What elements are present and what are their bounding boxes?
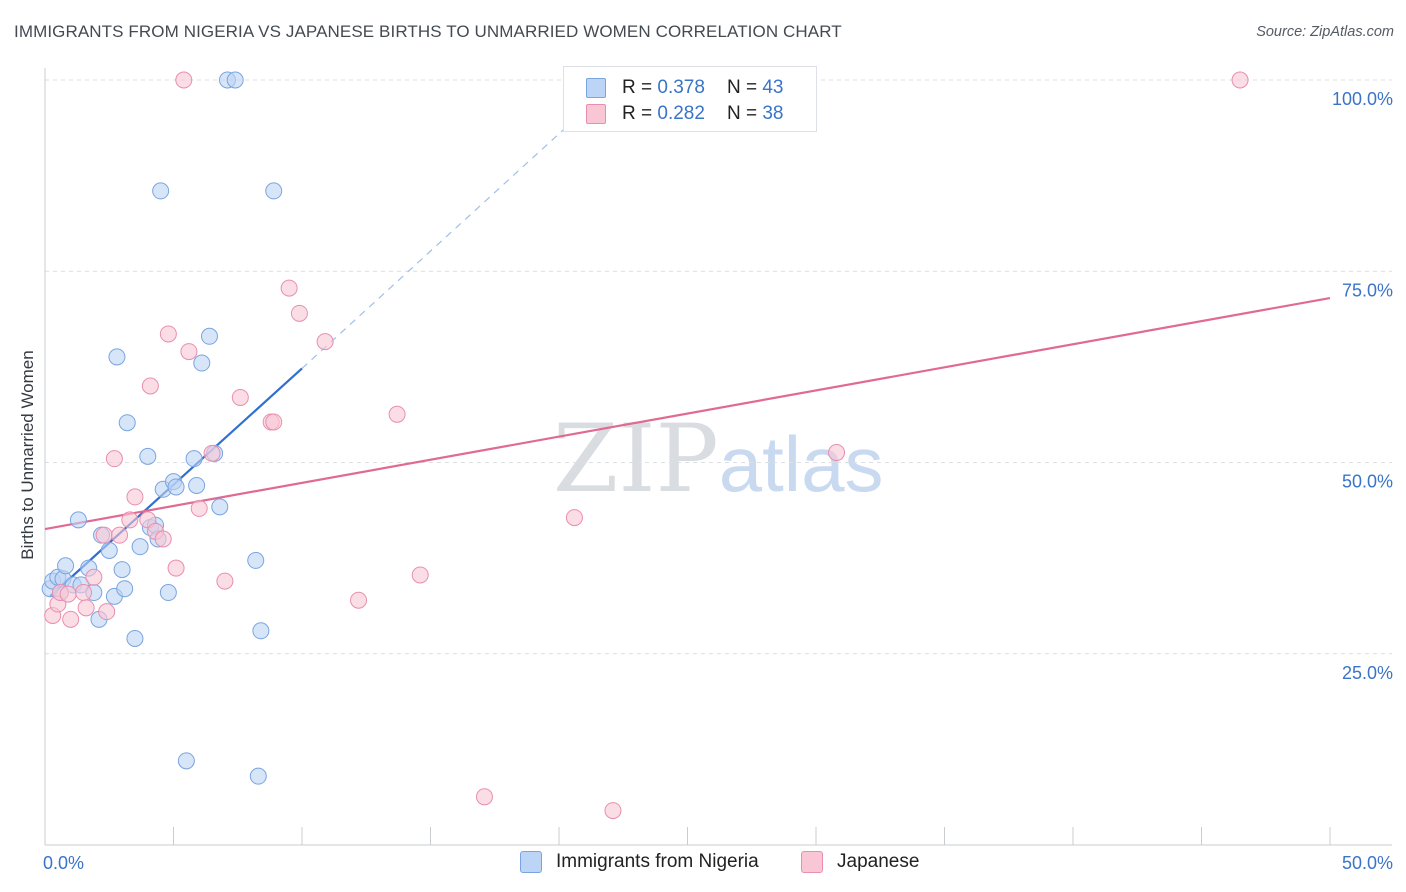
point-japanese	[121, 511, 139, 529]
legend-r-label: R =	[622, 103, 653, 124]
chart-title: IMMIGRANTS FROM NIGERIA VS JAPANESE BIRT…	[14, 22, 842, 41]
point-japanese	[265, 413, 283, 431]
point-japanese	[604, 802, 622, 820]
point-nigeria	[69, 511, 87, 529]
point-nigeria	[139, 447, 157, 465]
point-nigeria	[177, 752, 195, 770]
correlation-legend: R = 0.378 N = 43 R = 0.282 N = 38	[563, 66, 817, 132]
point-nigeria	[118, 414, 136, 432]
trend-line-japanese	[44, 296, 1331, 531]
y-axis-label: Births to Unmarried Women	[18, 350, 37, 560]
point-japanese	[203, 444, 221, 462]
point-japanese	[75, 584, 93, 602]
legend-r-value: 0.282	[657, 103, 705, 124]
point-japanese	[411, 566, 429, 584]
point-japanese	[1231, 71, 1249, 89]
point-nigeria	[57, 557, 75, 575]
point-japanese	[62, 610, 80, 628]
point-nigeria	[200, 327, 218, 345]
x-tick-label: 0.0%	[43, 853, 84, 873]
point-nigeria	[126, 629, 144, 647]
point-nigeria	[131, 538, 149, 556]
point-japanese	[216, 572, 234, 590]
point-nigeria	[159, 584, 177, 602]
legend-row-japanese: R = 0.282 N = 38	[586, 101, 783, 127]
point-nigeria	[247, 551, 265, 569]
point-japanese	[475, 788, 493, 806]
point-japanese	[59, 585, 77, 603]
point-nigeria	[185, 450, 203, 468]
legend-n-label: N =	[726, 77, 758, 98]
y-tick-label: 50.0%	[1342, 472, 1393, 492]
point-japanese	[159, 325, 177, 343]
legend-swatch-blue	[520, 851, 542, 873]
legend-r-value: 0.378	[657, 77, 705, 98]
point-japanese	[141, 377, 159, 395]
legend-row-nigeria: R = 0.378 N = 43	[586, 75, 783, 101]
legend-item-nigeria[interactable]: Immigrants from Nigeria	[520, 851, 759, 873]
point-nigeria	[116, 580, 134, 598]
watermark-atlas: atlas	[718, 420, 884, 508]
legend-swatch-blue	[586, 78, 606, 98]
y-tick-label: 75.0%	[1342, 280, 1393, 300]
legend-label-japanese: Japanese	[837, 851, 920, 872]
point-japanese	[126, 488, 144, 506]
legend-swatch-pink	[586, 104, 606, 124]
point-japanese	[290, 304, 308, 322]
legend-item-japanese[interactable]: Japanese	[801, 851, 919, 873]
point-japanese	[98, 603, 116, 621]
point-japanese	[231, 388, 249, 406]
point-nigeria	[211, 498, 229, 516]
point-nigeria	[100, 541, 118, 559]
source-label: Source: ZipAtlas.com	[1256, 24, 1394, 40]
point-nigeria	[113, 561, 131, 579]
x-tick-label: 50.0%	[1342, 853, 1393, 873]
legend-n-label: N =	[726, 103, 758, 124]
legend-n-value: 38	[762, 103, 784, 124]
point-japanese	[167, 559, 185, 577]
trend-line-nigeria-extension	[301, 121, 573, 369]
axis-layer	[44, 68, 1392, 846]
point-japanese	[316, 333, 334, 351]
point-japanese	[190, 499, 208, 517]
grid-layer	[45, 79, 1392, 655]
trend-layer	[44, 121, 1331, 598]
points-layer	[41, 71, 1249, 820]
point-nigeria	[108, 348, 126, 366]
point-nigeria	[265, 182, 283, 200]
point-nigeria	[188, 476, 206, 494]
point-japanese	[154, 530, 172, 548]
point-japanese	[95, 526, 113, 544]
point-nigeria	[226, 71, 244, 89]
legend-n-value: 43	[762, 77, 784, 98]
tick-label-layer: 25.0% 50.0% 75.0% 100.0% 0.0% 50.0%	[43, 89, 1393, 873]
point-japanese	[565, 509, 583, 527]
point-japanese	[388, 405, 406, 423]
point-japanese	[280, 279, 298, 297]
point-japanese	[180, 343, 198, 361]
y-tick-label: 25.0%	[1342, 663, 1393, 683]
point-japanese	[350, 591, 368, 609]
point-nigeria	[249, 767, 267, 785]
point-japanese	[175, 71, 193, 89]
point-japanese	[105, 450, 123, 468]
series-legend: Immigrants from Nigeria Japanese	[0, 851, 1406, 877]
point-japanese	[77, 599, 95, 617]
y-tick-label: 100.0%	[1332, 89, 1393, 109]
point-nigeria	[167, 478, 185, 496]
legend-swatch-pink	[801, 851, 823, 873]
legend-label-nigeria: Immigrants from Nigeria	[556, 851, 759, 872]
point-nigeria	[152, 182, 170, 200]
point-japanese	[111, 526, 129, 544]
legend-r-label: R =	[622, 77, 653, 98]
point-japanese	[828, 444, 846, 462]
point-japanese	[85, 568, 103, 586]
point-nigeria	[252, 622, 270, 640]
point-nigeria	[193, 354, 211, 372]
